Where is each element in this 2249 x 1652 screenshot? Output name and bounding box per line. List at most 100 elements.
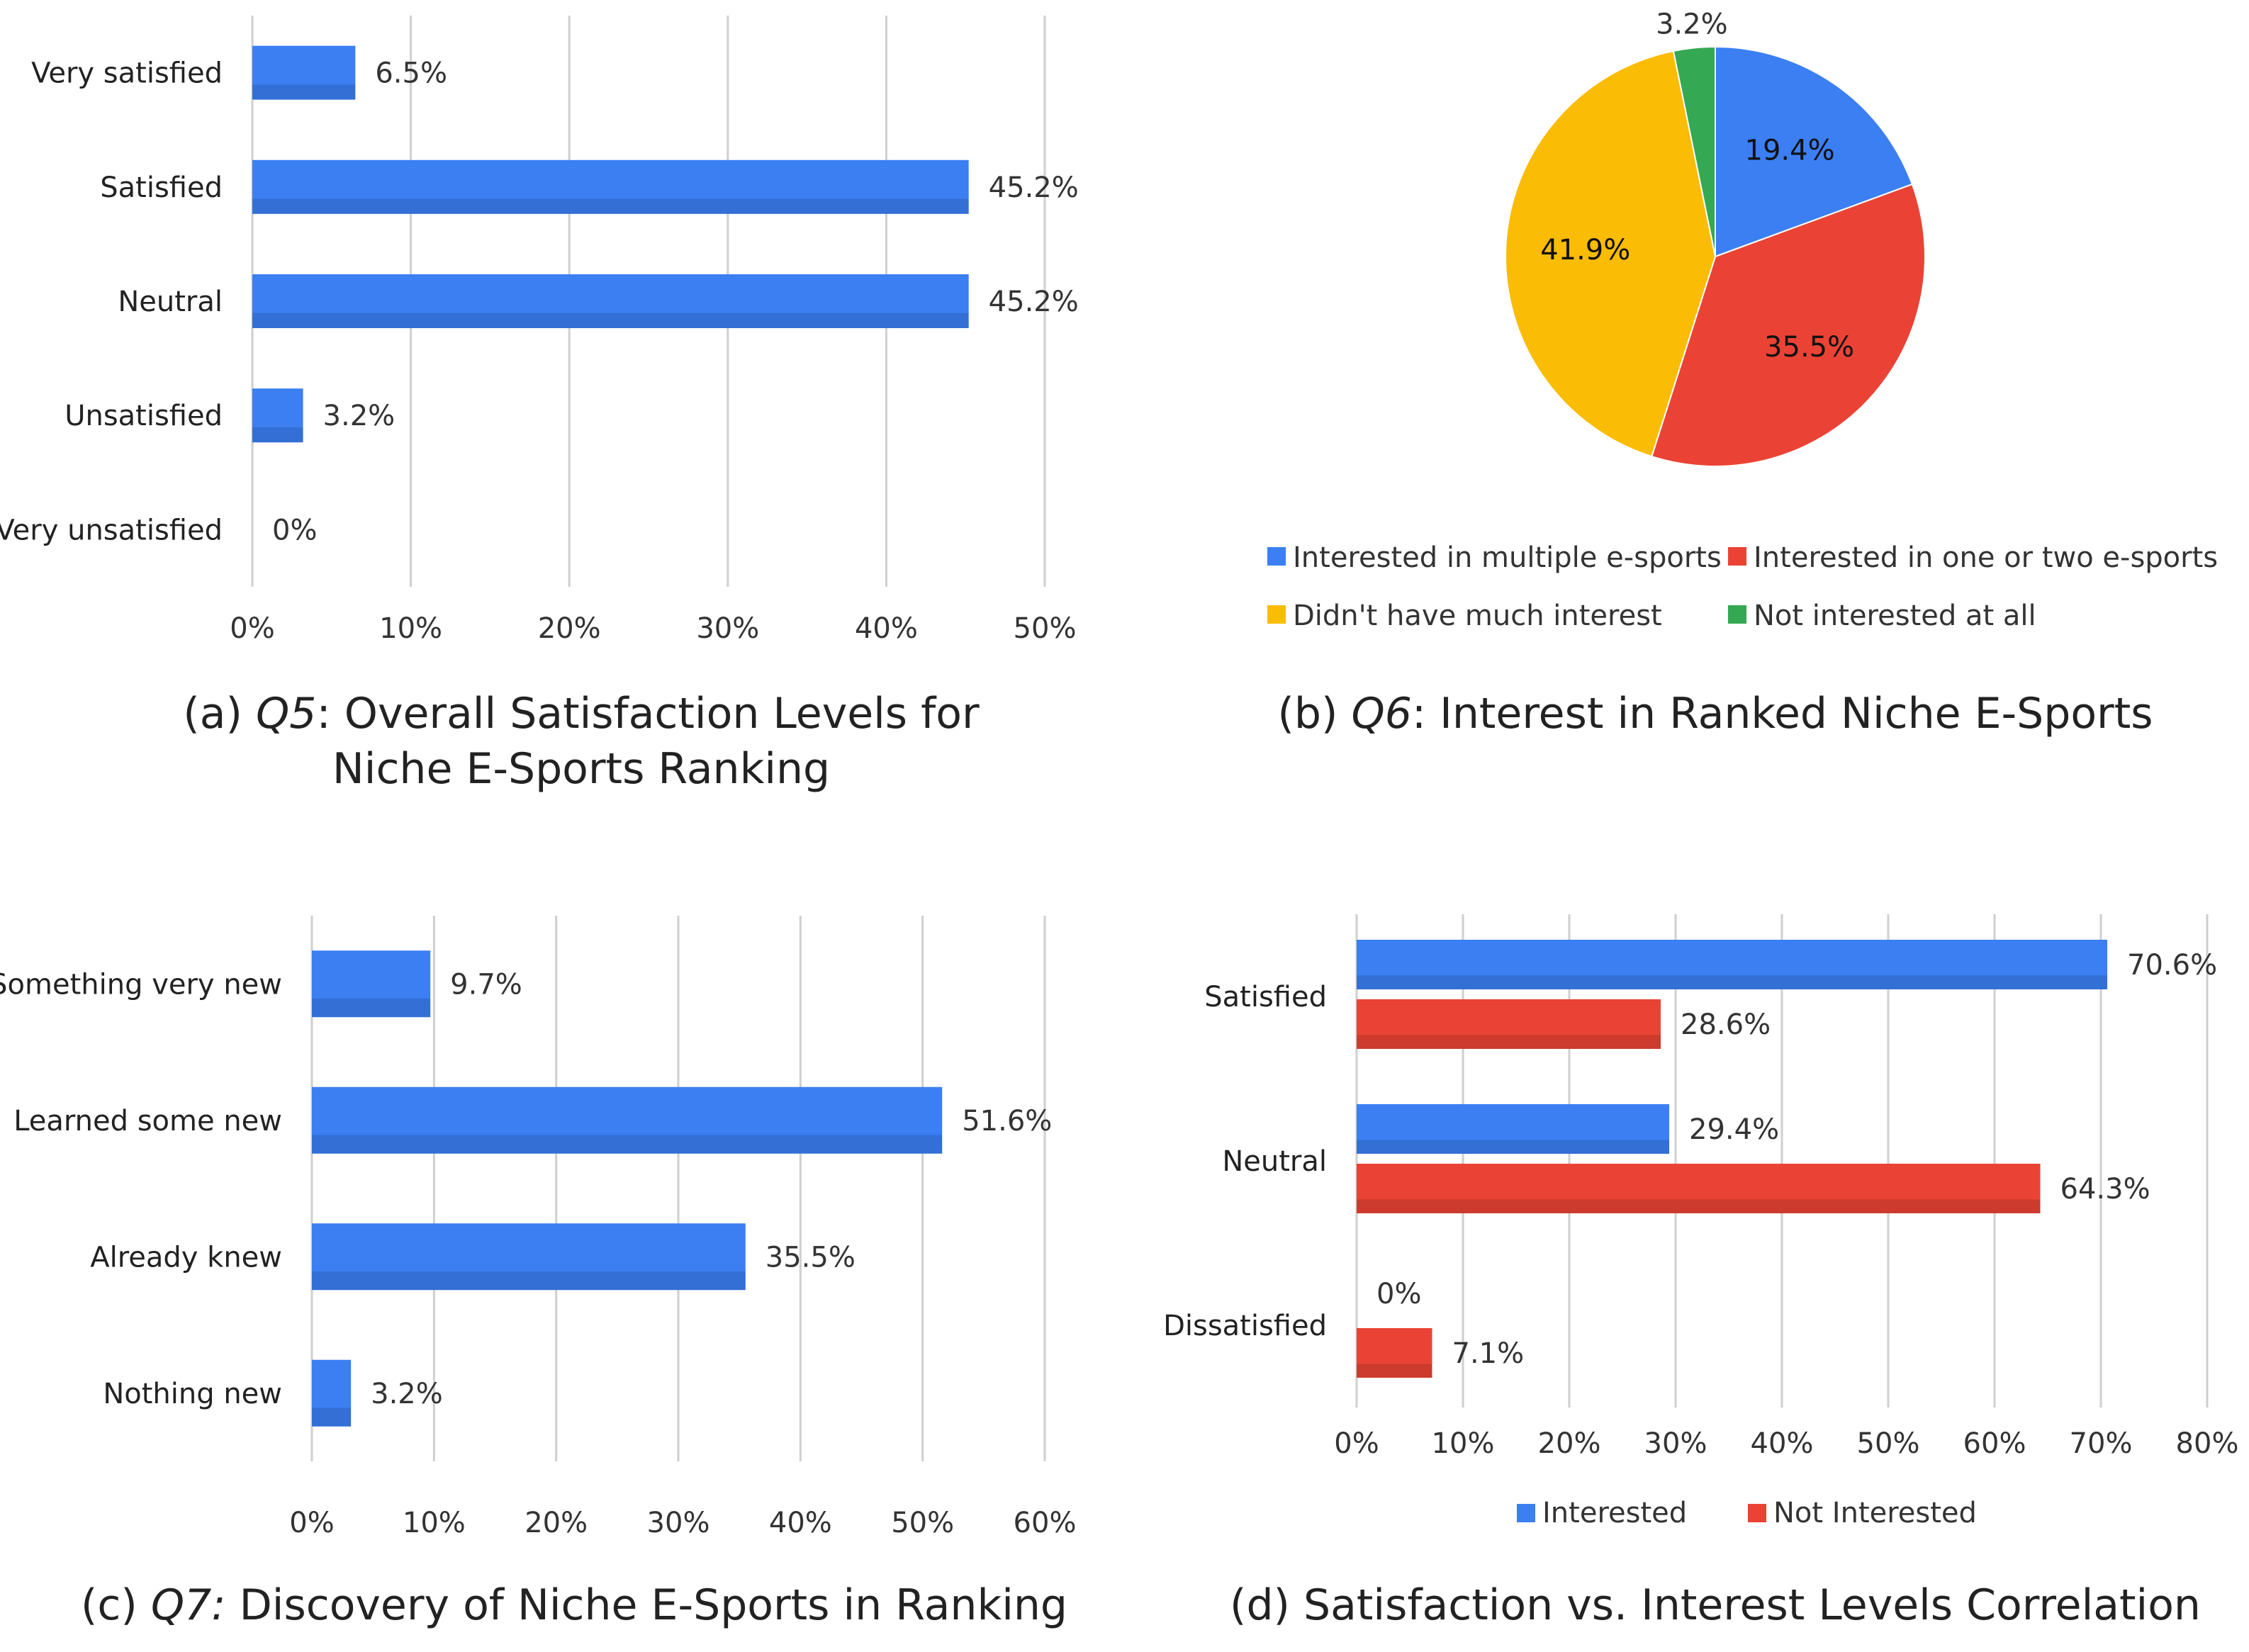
chart-c-discovery: 0% 10% 20% 30% 40% 50% 60% Something very new 9.… xyxy=(0,916,1076,1539)
chart-a-category-label: Unsatisfied xyxy=(65,400,223,432)
chart-d-bar-shade xyxy=(1357,975,2107,989)
chart-d-category-label: Dissatisfied xyxy=(1163,1310,1327,1342)
chart-d-bar xyxy=(1357,999,1661,1049)
pie-data-label: 3.2% xyxy=(1656,9,1728,41)
chart-a-bar xyxy=(252,45,356,100)
chart-c-category-label: Nothing new xyxy=(103,1378,282,1410)
chart-c-tick-label: 10% xyxy=(403,1507,466,1539)
chart-a-caption-line2: Niche E-Sports Ranking xyxy=(332,744,831,794)
chart-a-tick-label: 20% xyxy=(538,612,601,645)
pie-slice xyxy=(1672,45,1716,257)
chart-d-caption-line1: Satisfaction vs. Interest Levels Correla… xyxy=(1303,1580,2201,1630)
chart-b-interest-pie: 19.4% 35.5% 41.9% 3.2% Interested in multipl… xyxy=(1267,9,2218,632)
chart-b-caption-q: Q6 xyxy=(1351,689,1412,738)
chart-c-bar xyxy=(312,950,431,1018)
chart-b-caption: (b) Q6: Interest in Ranked Niche E-Sport… xyxy=(1205,686,2226,741)
chart-c-caption: (c) Q7: Discovery of Niche E-Sports in R… xyxy=(43,1578,1106,1633)
chart-c-bar xyxy=(312,1359,352,1427)
chart-c-category-label: Something very new xyxy=(0,968,282,1001)
pie-data-label: 41.9% xyxy=(1540,234,1630,266)
chart-b-caption-line1: : Interest in Ranked Niche E-Sports xyxy=(1411,689,2153,738)
chart-a-bar-shade xyxy=(252,84,356,100)
chart-a-tick-label: 50% xyxy=(1014,612,1077,645)
chart-d-category-label: Satisfied xyxy=(1204,981,1327,1013)
chart-c-tick-label: 0% xyxy=(289,1507,334,1539)
chart-d-bar xyxy=(1357,1164,2041,1213)
chart-d-bar xyxy=(1357,940,2107,989)
chart-a-tick-label: 30% xyxy=(696,612,759,645)
chart-a-category-label: Satisfied xyxy=(100,172,223,204)
pie-legend-label: Interested in one or two e-sports xyxy=(1754,541,2218,574)
chart-c-bar-shade xyxy=(312,1135,943,1154)
chart-b-caption-prefix: (b) xyxy=(1277,689,1352,738)
chart-d-legend-swatch xyxy=(1517,1504,1535,1522)
chart-c-tick-label: 40% xyxy=(769,1507,832,1539)
chart-d-bar-shade xyxy=(1357,1364,1432,1378)
pie-legend-label: Interested in multiple e-sports xyxy=(1293,541,1722,574)
chart-d-bar-shade xyxy=(1357,1199,2041,1213)
pie-data-label: 19.4% xyxy=(1745,135,1835,167)
chart-d-legend-swatch xyxy=(1748,1504,1766,1522)
chart-a-data-label: 45.2% xyxy=(989,286,1079,318)
chart-d-data-label: 28.6% xyxy=(1681,1008,1771,1041)
chart-c-category-label: Already knew xyxy=(90,1241,282,1274)
chart-d-satisfaction-vs-interest: 0% 10% 20% 30% 40% 50% 60% 70% 80% Satisfied 70.6%… xyxy=(1163,914,2239,1529)
chart-c-data-label: 51.6% xyxy=(962,1105,1052,1137)
chart-d-tick-label: 30% xyxy=(1644,1427,1707,1460)
chart-c-caption-line1: Discovery of Niche E-Sports in Ranking xyxy=(225,1580,1067,1630)
chart-a-data-label: 0% xyxy=(272,514,317,546)
chart-d-data-label: 0% xyxy=(1376,1278,1421,1310)
chart-c-bar xyxy=(312,1086,943,1154)
chart-d-bar xyxy=(1357,1104,1669,1154)
chart-d-data-label: 70.6% xyxy=(2127,949,2217,982)
chart-a-caption-line1: : Overall Satisfaction Levels for xyxy=(316,689,980,738)
pie-legend-swatch xyxy=(1728,605,1746,624)
chart-a-bar xyxy=(252,159,969,214)
chart-a-data-label: 6.5% xyxy=(375,57,447,90)
chart-a-bar xyxy=(252,274,969,328)
chart-d-tick-label: 40% xyxy=(1751,1427,1814,1460)
chart-a-data-label: 45.2% xyxy=(989,172,1079,204)
chart-a-caption-q: Q5 xyxy=(256,689,317,738)
chart-a-tick-label: 40% xyxy=(855,612,918,645)
pie-slice xyxy=(1651,183,1926,467)
chart-d-tick-label: 60% xyxy=(1963,1427,2026,1460)
chart-c-data-label: 9.7% xyxy=(450,968,522,1001)
chart-a-bar-shade xyxy=(252,427,303,443)
chart-d-legend-label: Interested xyxy=(1542,1497,1687,1529)
chart-d-tick-label: 20% xyxy=(1538,1427,1601,1460)
chart-a-category-label: Very unsatisfied xyxy=(0,514,223,546)
chart-c-category-label: Learned some new xyxy=(13,1105,282,1137)
chart-a-caption: (a) Q5: Overall Satisfaction Levels for … xyxy=(85,686,1077,797)
chart-d-legend-label: Not Interested xyxy=(1773,1497,1977,1529)
pie-legend-label: Didn't have much interest xyxy=(1293,600,1662,632)
pie-slice xyxy=(1715,45,1914,258)
chart-a-overall-satisfaction: 0% 10% 20% 30% 40% 50% Very satisfied 6.5% Satis… xyxy=(0,16,1079,645)
chart-a-bar-shade xyxy=(252,198,969,214)
pie-slice xyxy=(1505,50,1717,458)
pie-data-label: 35.5% xyxy=(1764,331,1854,364)
chart-a-category-label: Very satisfied xyxy=(31,57,223,90)
chart-a-tick-label: 0% xyxy=(230,612,274,645)
chart-d-caption-prefix: (d) xyxy=(1230,1580,1304,1630)
chart-c-tick-label: 50% xyxy=(891,1507,954,1539)
pie-legend-swatch xyxy=(1728,547,1746,566)
chart-c-bar-shade xyxy=(312,1407,352,1427)
chart-c-bar xyxy=(312,1223,746,1291)
chart-d-caption: (d) Satisfaction vs. Interest Levels Cor… xyxy=(1205,1578,2226,1633)
chart-d-bar-shade xyxy=(1357,1035,1661,1049)
chart-c-bar-shade xyxy=(312,998,431,1018)
chart-d-tick-label: 80% xyxy=(2176,1427,2239,1460)
chart-c-bar-shade xyxy=(312,1271,746,1291)
chart-d-data-label: 64.3% xyxy=(2060,1173,2150,1206)
chart-c-caption-prefix: (c) xyxy=(81,1580,151,1630)
chart-d-data-label: 7.1% xyxy=(1452,1337,1525,1370)
chart-c-data-label: 3.2% xyxy=(371,1378,443,1410)
chart-c-data-label: 35.5% xyxy=(765,1241,856,1274)
chart-d-data-label: 29.4% xyxy=(1689,1113,1779,1146)
chart-d-bar xyxy=(1357,1328,1432,1378)
pie-legend-swatch xyxy=(1267,605,1286,624)
pie-legend-swatch xyxy=(1267,547,1286,566)
chart-a-tick-label: 10% xyxy=(379,612,442,645)
chart-a-bar xyxy=(252,388,303,443)
